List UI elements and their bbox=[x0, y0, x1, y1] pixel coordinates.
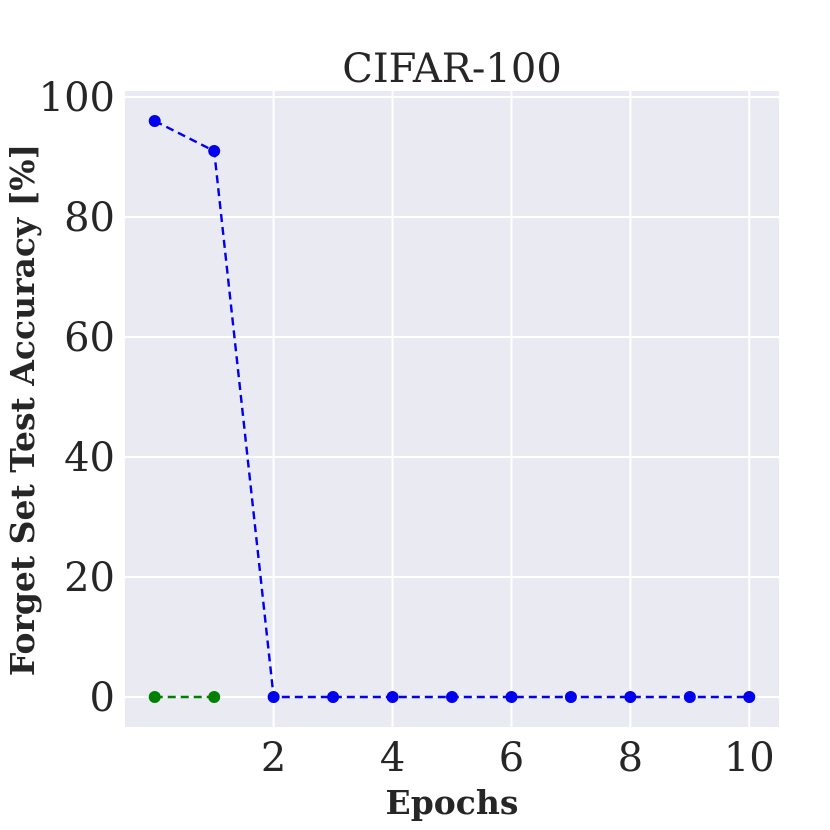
data-point bbox=[624, 691, 637, 703]
x-tick-label: 4 bbox=[380, 735, 405, 781]
x-tick-label: 8 bbox=[618, 735, 643, 781]
data-point bbox=[743, 691, 756, 703]
data-point bbox=[386, 691, 399, 703]
y-tick-label: 100 bbox=[39, 75, 115, 121]
y-axis-label: Forget Set Test Accuracy [%] bbox=[3, 144, 42, 676]
y-tick-label: 60 bbox=[64, 315, 115, 361]
data-point bbox=[208, 691, 221, 703]
data-point bbox=[208, 145, 221, 157]
chart-title: CIFAR-100 bbox=[342, 46, 562, 92]
data-point bbox=[148, 691, 161, 703]
y-tick-label: 40 bbox=[64, 435, 115, 481]
y-tick-label: 0 bbox=[90, 675, 115, 721]
y-tick-labels: 0 20 40 60 80 100 bbox=[39, 75, 115, 721]
data-point bbox=[267, 691, 280, 703]
data-point bbox=[446, 691, 458, 703]
x-tick-label: 10 bbox=[724, 735, 775, 781]
data-point bbox=[327, 691, 340, 703]
y-tick-label: 80 bbox=[64, 195, 115, 241]
x-axis-label: Epochs bbox=[386, 783, 519, 822]
x-tick-labels: 2 4 6 8 10 bbox=[261, 735, 775, 781]
data-point bbox=[683, 691, 696, 703]
data-point bbox=[148, 115, 161, 127]
data-point bbox=[505, 691, 518, 703]
data-point bbox=[564, 691, 577, 703]
series-1 bbox=[148, 691, 221, 703]
y-tick-label: 20 bbox=[64, 555, 115, 601]
x-tick-label: 6 bbox=[499, 735, 524, 781]
x-tick-label: 2 bbox=[261, 735, 286, 781]
plot-background bbox=[125, 91, 779, 727]
series-layer bbox=[148, 115, 756, 703]
series-2 bbox=[148, 115, 756, 703]
